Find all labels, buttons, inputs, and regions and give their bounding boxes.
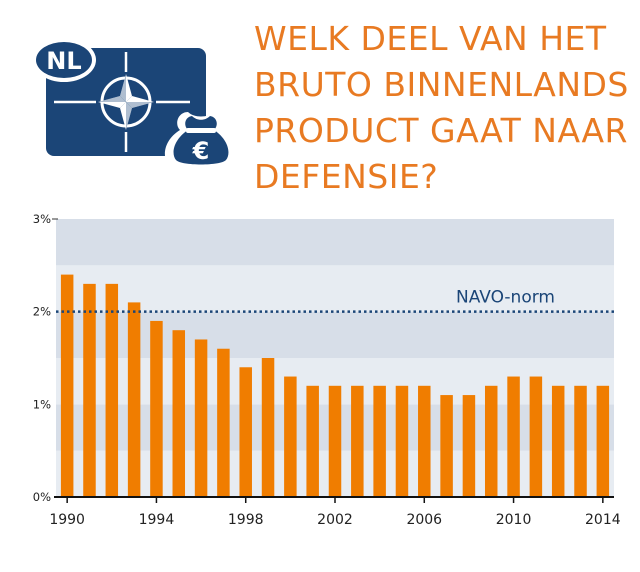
bar-2011 — [529, 376, 543, 497]
bar-1990 — [60, 274, 74, 497]
x-tick-labels: 1990 1994 1998 2002 2006 2010 2014 — [49, 497, 621, 528]
bar-1994 — [150, 320, 163, 497]
bar-2002 — [328, 385, 342, 497]
euro-symbol: € — [192, 137, 210, 165]
bar-2006 — [418, 385, 431, 497]
x-tick-label: 2010 — [496, 512, 532, 528]
title-line-3: PRODUCT GAAT NAAR — [254, 111, 628, 150]
y-tick-label: 3% — [33, 212, 51, 226]
background-band — [56, 219, 614, 266]
bar-chart: NAVO-norm 0% 1% 2% 3% 1990 1994 1998 2002 2006 2… — [33, 212, 621, 528]
reference-line-group: NAVO-norm — [56, 288, 614, 313]
bar-1998 — [239, 367, 252, 497]
bars — [60, 274, 610, 497]
bar-1995 — [172, 330, 186, 497]
title-line-2: BRUTO BINNENLANDS — [254, 65, 629, 104]
x-tick-label: 2014 — [585, 512, 621, 528]
x-tick-label: 2002 — [317, 512, 353, 528]
x-tick-label: 2006 — [406, 512, 442, 528]
money-bag-icon: € — [164, 112, 238, 170]
bar-2003 — [351, 385, 364, 497]
background-band — [56, 265, 614, 312]
nl-badge-text: NL — [46, 47, 81, 75]
x-tick-label: 1998 — [228, 512, 264, 528]
title-line-1: WELK DEEL VAN HET — [254, 19, 607, 58]
background-band — [56, 311, 614, 358]
navo-norm-label: NAVO-norm — [456, 288, 555, 308]
bar-1992 — [105, 283, 119, 497]
bar-2001 — [306, 385, 319, 497]
y-tick-label: 2% — [33, 305, 51, 319]
y-tick-labels: 0% 1% 2% 3% — [33, 212, 51, 504]
x-tick-label: 1994 — [139, 512, 175, 528]
bar-2012 — [551, 385, 565, 497]
x-tick-label: 1990 — [49, 512, 85, 528]
bar-1997 — [217, 348, 230, 497]
y-tick-label: 1% — [33, 397, 51, 411]
bar-2004 — [373, 385, 386, 497]
bar-1993 — [127, 302, 141, 497]
bar-2009 — [484, 385, 498, 497]
bar-2013 — [574, 385, 587, 497]
bar-2000 — [284, 376, 297, 497]
title-line-4: DEFENSIE? — [254, 157, 439, 196]
nl-badge: NL — [32, 38, 96, 82]
bar-2010 — [507, 376, 520, 497]
bar-2007 — [440, 395, 453, 497]
bar-1996 — [194, 339, 208, 497]
page-title: WELK DEEL VAN HET BRUTO BINNENLANDS PROD… — [254, 16, 630, 200]
nato-logo: NL € — [32, 38, 238, 170]
nato-compass-icon — [54, 52, 190, 152]
bar-1991 — [83, 283, 96, 497]
y-tick-label: 0% — [33, 490, 51, 504]
bar-2005 — [395, 385, 409, 497]
bar-2008 — [462, 395, 476, 497]
bar-2014 — [596, 385, 610, 497]
bar-1999 — [261, 358, 275, 497]
